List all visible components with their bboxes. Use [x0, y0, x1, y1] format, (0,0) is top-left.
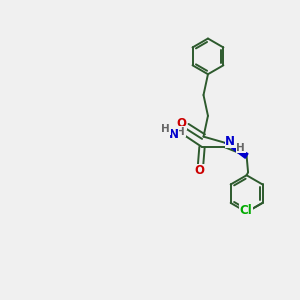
- Text: H: H: [161, 124, 170, 134]
- Polygon shape: [224, 142, 248, 158]
- Text: Cl: Cl: [239, 204, 252, 217]
- Text: O: O: [194, 164, 204, 177]
- Text: N: N: [225, 135, 235, 148]
- Text: N: N: [169, 128, 179, 141]
- Text: H: H: [236, 143, 245, 153]
- Text: H: H: [176, 127, 185, 136]
- Text: O: O: [177, 117, 187, 130]
